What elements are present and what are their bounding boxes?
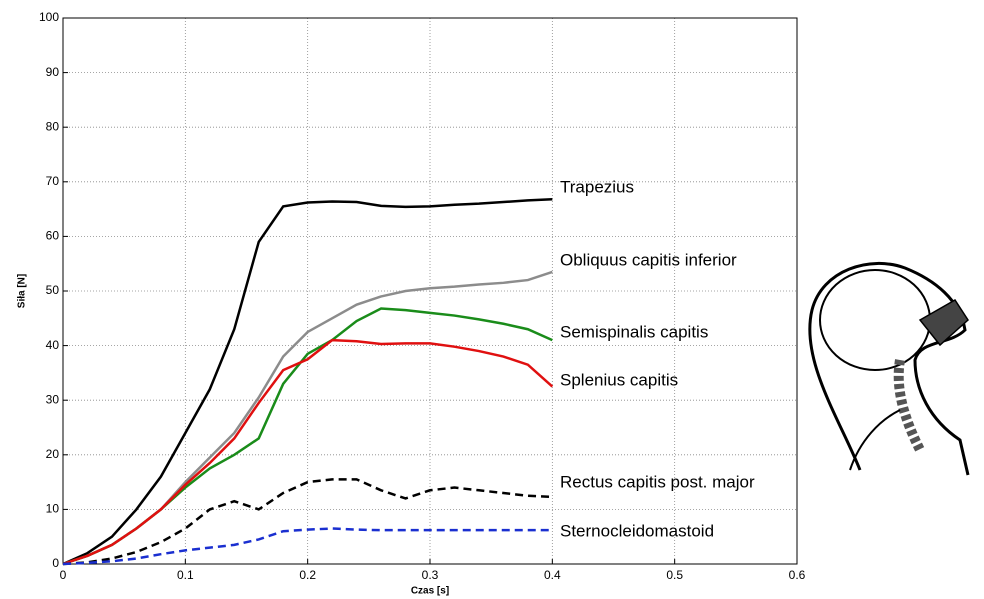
skull-illustration [808,261,970,476]
series-label: Obliquus capitis inferior [560,250,737,269]
series-label: Sternocleidomastoid [560,521,714,540]
y-tick-label: 60 [46,229,60,243]
x-tick-label: 0.6 [789,568,806,582]
y-tick-label: 30 [46,392,60,406]
y-tick-label: 10 [46,502,60,516]
series-label: Rectus capitis post. major [560,472,755,491]
y-tick-label: 100 [39,10,59,24]
x-tick-label: 0.4 [544,568,561,582]
y-tick-label: 80 [46,119,60,133]
y-tick-label: 70 [46,174,60,188]
x-tick-label: 0 [60,568,67,582]
y-tick-label: 0 [52,556,59,570]
line-series [62,527,553,566]
x-tick-label: 0.2 [299,568,316,582]
line-series [62,478,553,566]
line-series [62,198,553,566]
series-label: Splenius capitis [560,370,678,389]
x-tick-label: 0.1 [177,568,194,582]
y-tick-label: 50 [46,283,60,297]
x-tick-label: 0.3 [422,568,439,582]
y-axis-title: Siła [N] [17,274,28,308]
series-label: Trapezius [560,177,634,196]
y-tick-label: 40 [46,338,60,352]
y-tick-label: 90 [46,65,60,79]
plot-frame [62,17,798,565]
x-tick-label: 0.5 [666,568,683,582]
series-label: Semispinalis capitis [560,322,708,341]
y-tick-label: 20 [46,447,60,461]
x-axis-title: Czas [s] [411,586,449,597]
line-series [62,338,554,566]
